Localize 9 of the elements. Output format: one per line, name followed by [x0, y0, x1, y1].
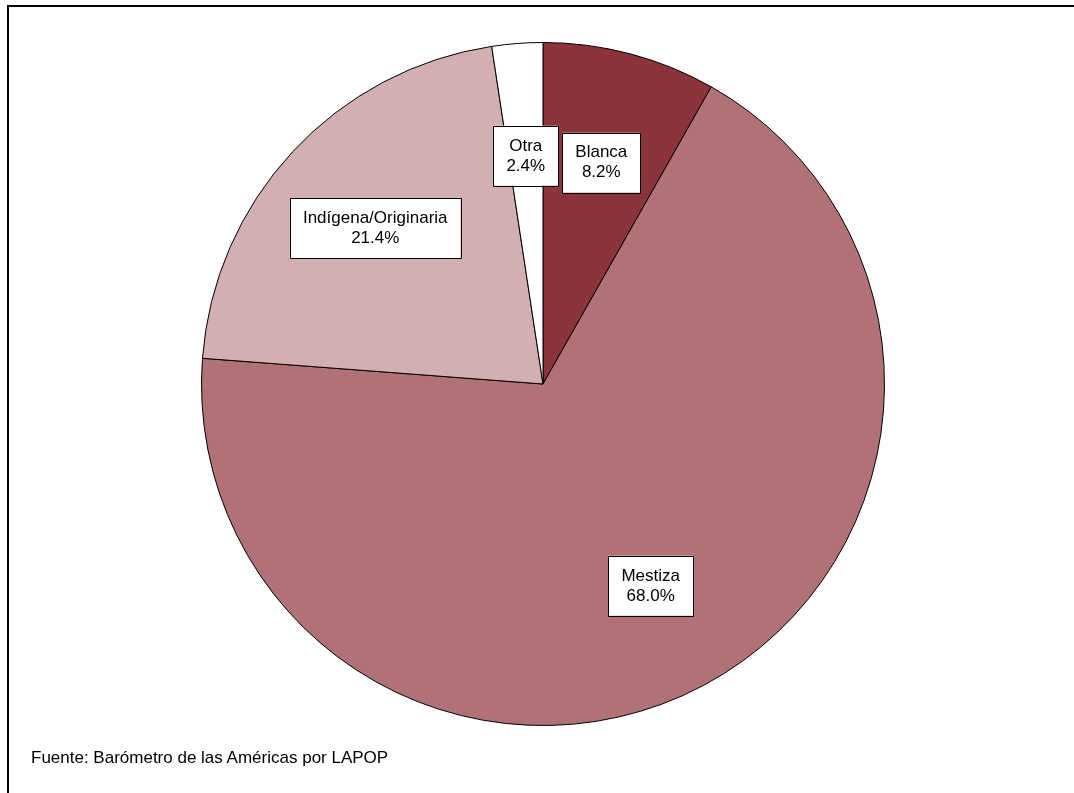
- source-note: Fuente: Barómetro de las Américas por LAPOP: [31, 748, 389, 768]
- slice-label: Otra: [509, 135, 543, 155]
- data-label: 68.0%: [626, 585, 675, 605]
- slice-label: Mestiza: [621, 565, 681, 585]
- slice-label: Indígena/Originaria: [302, 208, 449, 228]
- data-label: 8.2%: [581, 162, 621, 182]
- data-label: 21.4%: [351, 228, 400, 248]
- slice-label: Blanca: [575, 142, 628, 162]
- data-label: 2.4%: [506, 155, 546, 175]
